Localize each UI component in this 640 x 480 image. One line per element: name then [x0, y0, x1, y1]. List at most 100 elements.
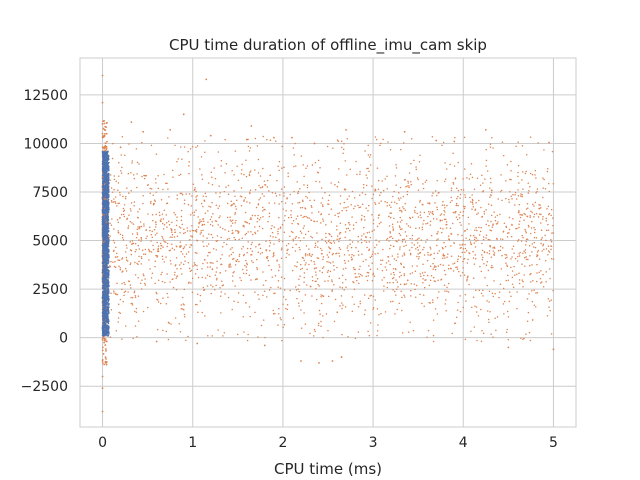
- orange-point: [429, 248, 432, 250]
- orange-point: [176, 216, 178, 218]
- orange-point: [419, 275, 422, 278]
- orange-point: [300, 309, 302, 311]
- orange-point: [529, 273, 531, 276]
- orange-point: [350, 204, 352, 206]
- orange-point: [237, 292, 240, 294]
- orange-point: [254, 278, 257, 281]
- orange-point: [217, 151, 220, 153]
- orange-point: [156, 254, 158, 257]
- orange-point: [262, 206, 264, 209]
- orange-point: [460, 246, 462, 249]
- orange-point: [211, 220, 213, 223]
- orange-point: [130, 253, 133, 256]
- orange-point: [447, 235, 450, 237]
- orange-point: [118, 161, 120, 164]
- orange-point: [417, 189, 420, 191]
- orange-point: [464, 168, 466, 170]
- orange-point: [500, 174, 502, 176]
- orange-point: [125, 244, 128, 246]
- orange-point: [193, 262, 196, 264]
- orange-point: [521, 195, 523, 198]
- orange-point: [389, 236, 391, 239]
- orange-point: [506, 264, 508, 266]
- orange-point: [188, 165, 190, 167]
- orange-point: [103, 197, 106, 200]
- orange-point: [148, 259, 150, 261]
- orange-point: [501, 254, 503, 257]
- orange-point: [400, 262, 402, 264]
- orange-point: [172, 169, 174, 172]
- orange-point: [529, 339, 532, 342]
- orange-point: [234, 238, 237, 241]
- orange-point: [327, 295, 330, 298]
- orange-point: [185, 339, 187, 342]
- orange-point: [157, 187, 160, 190]
- orange-point: [188, 193, 191, 195]
- orange-point: [260, 324, 263, 327]
- orange-point: [248, 274, 251, 276]
- orange-point: [542, 273, 544, 276]
- orange-point: [493, 254, 496, 256]
- orange-point: [161, 280, 164, 283]
- orange-point: [220, 263, 222, 266]
- orange-point: [448, 264, 450, 266]
- orange-point: [211, 183, 214, 186]
- orange-point: [327, 199, 330, 202]
- orange-point: [368, 204, 370, 207]
- orange-point: [105, 126, 108, 129]
- orange-point: [101, 338, 104, 341]
- orange-point: [336, 235, 339, 237]
- orange-point: [414, 211, 416, 214]
- orange-point: [164, 241, 167, 243]
- orange-point: [426, 274, 429, 277]
- orange-point: [179, 232, 181, 234]
- orange-point: [286, 308, 289, 311]
- orange-point: [419, 214, 422, 216]
- orange-point: [307, 230, 310, 233]
- orange-point: [408, 172, 411, 174]
- orange-point: [105, 363, 108, 366]
- orange-point: [533, 231, 536, 234]
- orange-point: [191, 229, 194, 232]
- orange-point: [161, 255, 164, 258]
- orange-point: [195, 199, 197, 202]
- orange-point: [185, 253, 188, 255]
- orange-point: [433, 257, 435, 260]
- orange-point: [446, 204, 448, 207]
- orange-point: [532, 203, 534, 205]
- orange-point: [254, 188, 257, 191]
- orange-point: [462, 267, 464, 269]
- orange-point: [341, 307, 343, 310]
- orange-point: [283, 195, 285, 197]
- orange-point: [328, 232, 330, 235]
- orange-point: [365, 275, 367, 278]
- orange-point: [174, 317, 177, 319]
- orange-point: [350, 246, 353, 249]
- orange-point: [427, 210, 430, 213]
- orange-point: [196, 264, 198, 267]
- orange-point: [415, 239, 417, 242]
- orange-point: [499, 238, 502, 240]
- orange-point: [508, 201, 510, 203]
- orange-point: [251, 214, 254, 217]
- orange-point: [169, 281, 171, 283]
- orange-point: [209, 134, 212, 137]
- orange-point: [518, 253, 520, 255]
- orange-point: [503, 313, 505, 315]
- orange-point: [134, 250, 137, 253]
- orange-point: [129, 263, 131, 266]
- orange-point: [176, 194, 178, 196]
- orange-point: [426, 238, 428, 241]
- orange-point: [250, 125, 253, 127]
- orange-point: [223, 190, 226, 193]
- orange-point: [228, 264, 230, 266]
- orange-point: [487, 318, 490, 321]
- orange-point: [263, 344, 266, 347]
- orange-point: [297, 302, 300, 304]
- orange-point: [549, 277, 551, 280]
- orange-point: [283, 186, 286, 188]
- orange-point: [338, 252, 340, 255]
- orange-point: [542, 244, 544, 247]
- orange-point: [493, 247, 496, 249]
- orange-point: [453, 262, 456, 264]
